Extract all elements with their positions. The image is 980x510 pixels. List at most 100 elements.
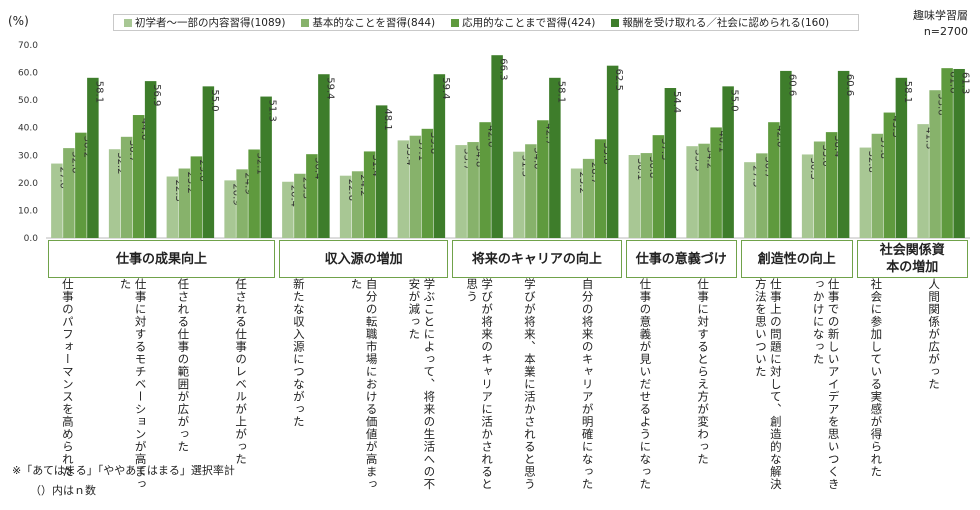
bar (756, 153, 768, 238)
group-label: 社会関係資本の増加 (856, 240, 968, 278)
bar (455, 145, 467, 238)
bar (178, 168, 191, 238)
bar-value-label: 55.0 (729, 89, 740, 111)
bar (825, 132, 838, 238)
bar (606, 65, 619, 238)
bar (479, 122, 491, 238)
legend-item: 初学者～一部の内容習得(1089) (124, 15, 285, 30)
bar-value-label: 24.2 (358, 174, 369, 196)
bar-value-label: 25.2 (577, 172, 588, 194)
bar-value-label: 35.0 (820, 145, 831, 167)
bar-value-label: 42.0 (774, 125, 785, 147)
bar-value-label: 22.3 (173, 180, 184, 202)
bar-value-label: 53.6 (936, 93, 947, 115)
bar-value-label: 34.0 (531, 147, 542, 169)
category-label: 仕事上の問題に対して、創造的な解決方法を思いついた (753, 278, 783, 491)
bar (537, 120, 549, 238)
category-label: 人間関係が広がった (927, 278, 942, 391)
bar-value-label: 32.2 (115, 152, 126, 174)
bar-value-label: 41.3 (924, 127, 935, 149)
bar (941, 68, 953, 238)
bar (236, 169, 248, 238)
bar (953, 68, 965, 238)
bar-value-label: 58.1 (93, 81, 104, 103)
bar (768, 122, 780, 238)
bar-value-label: 37.8 (878, 137, 889, 159)
category-label: 社会に参加している実感が得られた (869, 278, 884, 478)
category-label: 学ぶことによって、将来の生活への不安が減った (407, 278, 437, 491)
bar-value-label: 33.7 (462, 148, 473, 170)
y-tick-label: 30.0 (18, 151, 38, 161)
bar (549, 77, 561, 238)
bar (917, 124, 929, 238)
bar (722, 86, 734, 238)
category-label: 任される仕事のレベルが上がった (234, 278, 249, 466)
bar (467, 142, 479, 238)
bar-value-label: 61.6 (948, 71, 959, 93)
bar-value-label: 34.2 (705, 147, 716, 169)
bar (513, 151, 525, 238)
bar-value-label: 60.6 (844, 74, 855, 96)
bar (780, 70, 792, 238)
bar-value-label: 31.4 (370, 154, 381, 176)
bar-value-label: 30.8 (647, 156, 658, 178)
bar (652, 135, 665, 238)
bar-value-label: 38.2 (81, 136, 92, 158)
bar (132, 115, 145, 238)
bar-value-label: 23.3 (300, 177, 311, 199)
bar-value-label: 20.9 (231, 183, 242, 205)
bar (282, 181, 294, 238)
bar-value-label: 58.1 (555, 81, 566, 103)
legend-label: 応用的なことまで習得(424) (462, 17, 596, 29)
category-label: 自分の将来のキャリアが明確になった (580, 278, 595, 491)
bar-value-label: 42.7 (543, 123, 554, 145)
bar (640, 153, 653, 238)
bar-value-label: 40.1 (717, 130, 728, 152)
bar-value-label: 30.1 (635, 158, 646, 180)
bar (525, 144, 537, 238)
bar-value-label: 27.5 (750, 165, 761, 187)
bar-value-label: 42.0 (486, 125, 497, 147)
bar-value-label: 37.3 (659, 138, 670, 160)
group-label: 創造性の向上 (741, 240, 853, 278)
group-label: 将来のキャリアの向上 (452, 240, 622, 278)
bar-value-label: 30.4 (312, 157, 323, 179)
bar (318, 74, 330, 239)
category-label: 自分の転職市場における価値が高まった (349, 278, 379, 491)
bar (351, 171, 364, 238)
category-label: 仕事に対するモチベーションが高まった (118, 278, 148, 491)
bar (202, 86, 215, 238)
bar (582, 158, 595, 238)
group-label: 仕事の成果向上 (48, 240, 275, 278)
y-tick-label: 0.0 (24, 234, 39, 244)
y-tick-label: 60.0 (18, 69, 38, 79)
bar-value-label: 61.3 (960, 72, 971, 94)
bar (120, 136, 133, 238)
bar (744, 162, 756, 238)
y-tick-label: 70.0 (18, 41, 38, 51)
bar-value-label: 30.7 (762, 156, 773, 178)
bar (190, 156, 203, 238)
bar (710, 127, 722, 238)
sample-title: 趣味学習層 (913, 9, 968, 22)
bar (306, 154, 318, 238)
bar-value-label: 31.3 (519, 155, 530, 177)
bar-value-label: 24.9 (243, 172, 254, 194)
category-label: 新たな収入源につながった (291, 278, 306, 428)
bar (895, 77, 908, 238)
y-tick-label: 10.0 (18, 206, 38, 216)
bar-value-label: 35.4 (404, 143, 415, 165)
bar (686, 146, 698, 238)
legend-item: 基本的なことを習得(844) (301, 15, 435, 30)
bar-value-label: 44.6 (139, 118, 150, 140)
y-axis-unit: (%) (8, 14, 29, 28)
bar-value-label: 48.1 (382, 108, 393, 130)
bar (224, 180, 236, 238)
bar-value-label: 58.1 (902, 81, 913, 103)
bar-value-label: 25.2 (185, 172, 196, 194)
bar (570, 168, 583, 238)
bar (294, 173, 306, 238)
bar-value-label: 59.4 (440, 77, 451, 99)
legend-item: 報酬を受け取れる／社会に認められる(160) (611, 15, 829, 30)
bar (144, 81, 157, 239)
